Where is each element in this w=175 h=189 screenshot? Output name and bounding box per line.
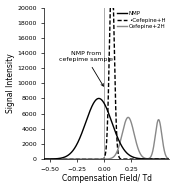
Text: NMP from
cefepime sample: NMP from cefepime sample: [59, 51, 113, 86]
X-axis label: Compensation Field/ Td: Compensation Field/ Td: [62, 174, 152, 184]
Y-axis label: Signal Intensity: Signal Intensity: [6, 53, 15, 113]
Legend: NMP, •Cefepine+H, Cefepine+2H: NMP, •Cefepine+H, Cefepine+2H: [116, 10, 167, 30]
